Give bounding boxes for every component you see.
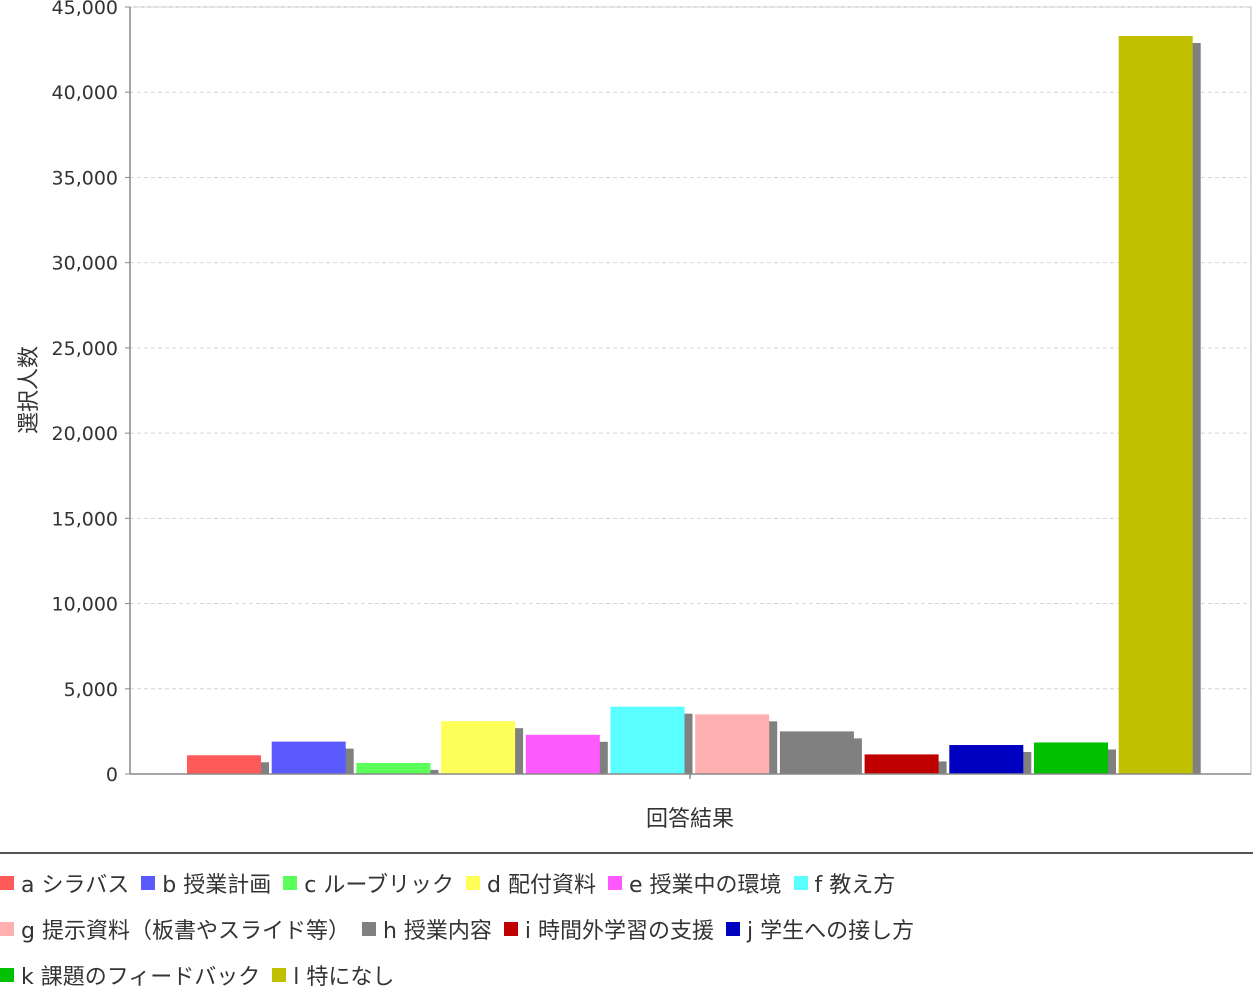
- legend-item: d 配付資料: [466, 867, 596, 899]
- legend: a シラバス b 授業計画 c ルーブリック d 配付資料 e 授業中の環境 f 教え方 …: [0, 852, 1253, 990]
- y-tick-label: 5,000: [64, 679, 118, 701]
- bars: [187, 35, 1201, 774]
- bar-d: [441, 721, 516, 774]
- legend-item: h 授業内容: [361, 913, 492, 945]
- legend-swatch: [272, 968, 287, 982]
- legend-label: d 配付資料: [487, 873, 596, 898]
- y-tick-label: 10,000: [52, 594, 118, 616]
- y-tick-label: 25,000: [52, 338, 118, 360]
- legend-label: g 提示資料（板書やスライド等）: [21, 919, 350, 944]
- legend-label: i 時間外学習の支援: [524, 919, 715, 944]
- legend-swatch: [283, 876, 298, 890]
- bar-f: [610, 706, 685, 774]
- legend-swatch: [503, 922, 518, 936]
- legend-item: j 学生への接し方: [726, 913, 914, 945]
- legend-label: k 課題のフィードバック: [21, 965, 261, 990]
- legend-swatch: [0, 922, 14, 936]
- bar-b: [271, 741, 346, 774]
- legend-label: c ルーブリック: [304, 873, 455, 898]
- legend-item: c ルーブリック: [283, 867, 454, 899]
- legend-swatch: [607, 876, 622, 890]
- x-axis-label: 回答結果: [646, 807, 734, 832]
- bar-chart: 0 5,000 10,000 15,000 20,000 25,000 30,000 35,0…: [17, 0, 1252, 832]
- legend-item: l 特になし: [272, 959, 394, 991]
- y-axis-label: 選択人数: [17, 346, 42, 434]
- y-axis-ticks: 0 5,000 10,000 15,000 20,000 25,000 30,000 35,0…: [52, 0, 130, 786]
- bar-a: [187, 755, 261, 774]
- bar-e: [525, 734, 600, 774]
- gridlines: [130, 6, 1251, 690]
- legend-swatch: [361, 922, 376, 936]
- legend-item: b 授業計画: [141, 867, 271, 899]
- bar-i: [864, 754, 939, 774]
- legend-item: g 提示資料（板書やスライド等）: [0, 913, 350, 945]
- legend-label: e 授業中の環境: [628, 873, 782, 898]
- legend-item: k 課題のフィードバック: [0, 959, 260, 991]
- legend-item: e 授業中の環境: [607, 867, 782, 899]
- legend-swatch: [793, 876, 808, 890]
- y-tick-label: 20,000: [52, 423, 118, 445]
- legend-row: k 課題のフィードバック l 特になし: [0, 952, 1253, 998]
- legend-swatch: [141, 876, 156, 890]
- plot-area: [129, 6, 1252, 775]
- legend-swatch: [726, 922, 741, 936]
- y-tick-label: 15,000: [52, 508, 118, 530]
- legend-item: i 時間外学習の支援: [503, 913, 715, 945]
- y-tick-label: 0: [106, 764, 118, 786]
- bar-c: [356, 762, 431, 774]
- legend-label: h 授業内容: [382, 919, 492, 944]
- bar-j: [949, 745, 1024, 774]
- bar-g: [695, 714, 770, 774]
- legend-label: l 特になし: [293, 965, 395, 990]
- legend-swatch: [466, 876, 481, 890]
- legend-item: f 教え方: [793, 867, 896, 899]
- legend-label: a シラバス: [21, 873, 130, 898]
- legend-swatch: [0, 968, 14, 982]
- legend-row: g 提示資料（板書やスライド等） h 授業内容 i 時間外学習の支援 j 学生への接し…: [0, 906, 1253, 952]
- y-tick-label: 45,000: [52, 0, 118, 19]
- bar-l: [1118, 35, 1193, 774]
- legend-label: b 授業計画: [162, 873, 272, 898]
- legend-swatch: [0, 876, 14, 890]
- y-tick-label: 40,000: [52, 82, 118, 104]
- bar-h: [779, 731, 854, 774]
- legend-label: f 教え方: [814, 873, 896, 898]
- legend-label: j 学生への接し方: [747, 919, 915, 944]
- legend-item: a シラバス: [0, 867, 129, 899]
- y-tick-label: 35,000: [52, 167, 118, 189]
- bar-k: [1034, 742, 1108, 774]
- legend-row: a シラバス b 授業計画 c ルーブリック d 配付資料 e 授業中の環境 f 教え方: [0, 860, 1253, 906]
- y-tick-label: 30,000: [52, 253, 118, 275]
